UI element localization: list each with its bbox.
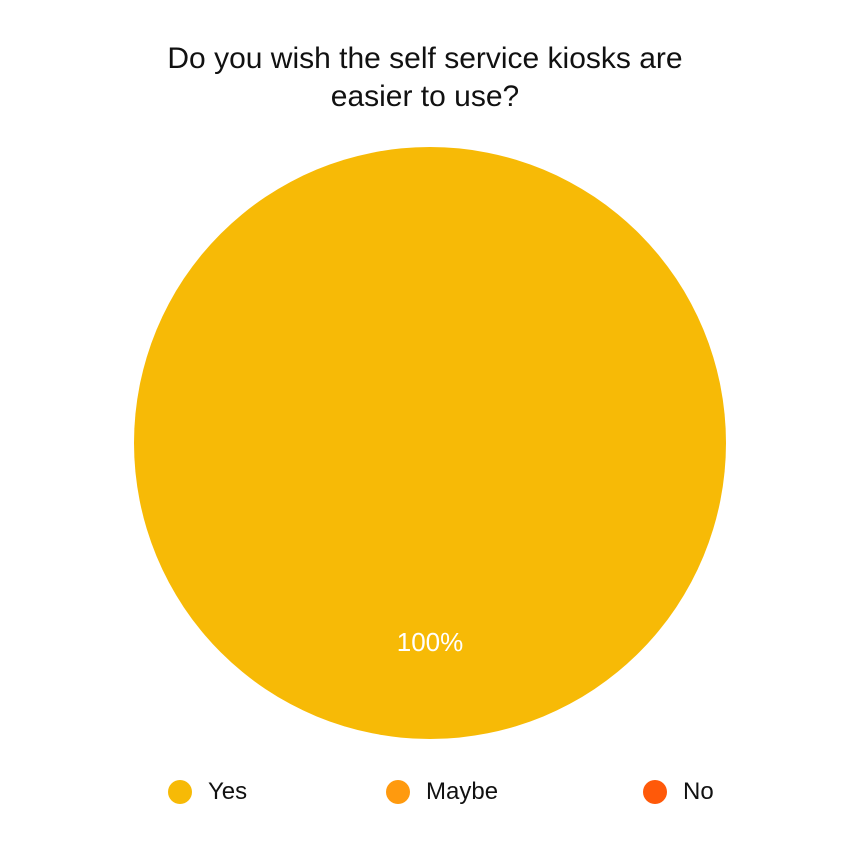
chart-legend: Yes Maybe No — [0, 772, 850, 812]
legend-swatch-no — [643, 780, 667, 804]
chart-title-line-2: easier to use? — [330, 80, 520, 113]
legend-label-maybe: Maybe — [426, 778, 499, 805]
chart-title-line-1: Do you wish the self service kiosks are — [167, 42, 683, 75]
legend-swatch-maybe — [386, 780, 410, 804]
legend-item-no[interactable]: No — [643, 772, 714, 812]
legend-label-no: No — [683, 778, 714, 805]
pie-slice-yes — [134, 147, 726, 739]
legend-item-yes[interactable]: Yes — [168, 772, 247, 812]
legend-item-maybe[interactable]: Maybe — [386, 772, 498, 812]
legend-label-yes: Yes — [208, 778, 248, 805]
chart-title: Do you wish the self service kiosks are … — [0, 40, 850, 116]
legend-swatch-yes — [168, 780, 192, 804]
data-label-yes: 100% — [397, 627, 464, 657]
